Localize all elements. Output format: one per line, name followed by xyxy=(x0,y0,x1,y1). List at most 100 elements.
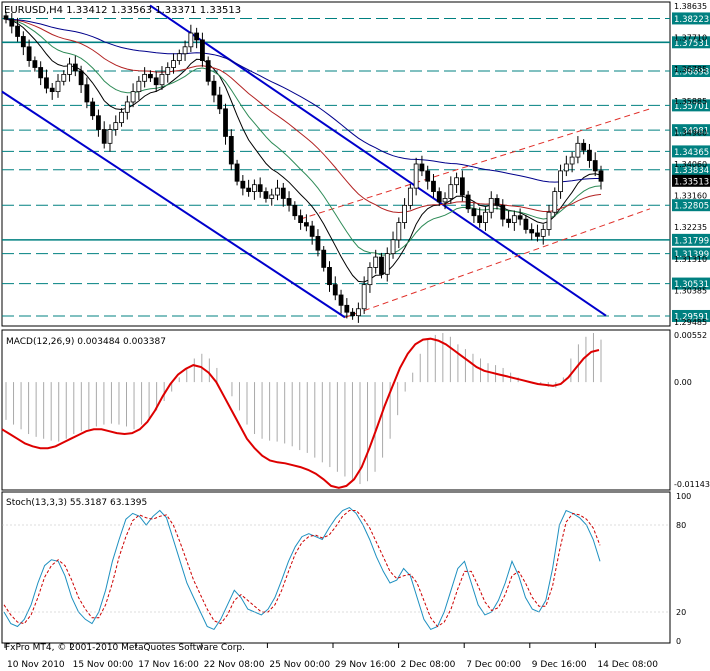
candle[interactable] xyxy=(136,76,142,100)
candle[interactable] xyxy=(246,179,252,197)
candle[interactable] xyxy=(587,144,592,168)
candle[interactable] xyxy=(535,224,540,242)
candle[interactable] xyxy=(182,40,188,61)
candle[interactable] xyxy=(234,159,240,186)
candle[interactable] xyxy=(200,32,205,67)
candle[interactable] xyxy=(44,69,49,94)
candle[interactable] xyxy=(494,194,500,210)
candle[interactable] xyxy=(332,276,338,301)
candle[interactable] xyxy=(298,209,304,230)
candle[interactable] xyxy=(148,70,153,82)
candle[interactable] xyxy=(159,66,165,90)
price-panel[interactable]: 1.38223 1.37531 1.36698 1.35701 1.34981 1.343… xyxy=(1,1,710,327)
candle[interactable] xyxy=(425,165,431,190)
stochastic-panel[interactable]: 100 80 20 0 xyxy=(1,491,691,646)
candle[interactable] xyxy=(384,247,390,282)
candle[interactable] xyxy=(257,177,263,198)
candle[interactable] xyxy=(477,207,483,228)
candle[interactable] xyxy=(217,86,223,115)
candle[interactable] xyxy=(263,187,269,203)
candle[interactable] xyxy=(38,61,44,86)
candle[interactable] xyxy=(569,151,575,173)
candle[interactable] xyxy=(280,182,286,207)
candle[interactable] xyxy=(251,179,257,200)
candle[interactable] xyxy=(442,192,448,210)
candle[interactable] xyxy=(240,175,246,196)
candle[interactable] xyxy=(286,191,292,212)
candle[interactable] xyxy=(309,220,315,245)
candle[interactable] xyxy=(373,249,379,274)
candle[interactable] xyxy=(171,53,176,74)
candle[interactable] xyxy=(15,17,20,42)
candle[interactable] xyxy=(575,136,581,164)
candle[interactable] xyxy=(465,190,471,213)
candle[interactable] xyxy=(72,55,78,77)
candle[interactable] xyxy=(303,214,309,232)
candle[interactable] xyxy=(483,207,488,231)
candle[interactable] xyxy=(471,202,477,223)
candle[interactable] xyxy=(292,201,298,220)
candle[interactable] xyxy=(367,262,373,293)
candle[interactable] xyxy=(396,217,402,249)
candle[interactable] xyxy=(431,173,436,198)
candle[interactable] xyxy=(390,231,396,259)
candle[interactable] xyxy=(350,308,356,320)
candle[interactable] xyxy=(459,170,465,202)
candle[interactable] xyxy=(327,261,332,292)
candle[interactable] xyxy=(153,71,159,92)
candle[interactable] xyxy=(32,56,38,72)
candle[interactable] xyxy=(315,229,321,257)
candle[interactable] xyxy=(540,224,546,245)
candle[interactable] xyxy=(563,155,569,177)
macd-panel[interactable]: 0.00552 0.00 -0.01143 xyxy=(1,329,710,491)
candle[interactable] xyxy=(552,187,558,217)
candle[interactable] xyxy=(84,77,90,109)
candle[interactable] xyxy=(506,210,511,228)
candle[interactable] xyxy=(379,252,384,279)
candle[interactable] xyxy=(61,70,67,86)
candle[interactable] xyxy=(26,39,32,67)
candle[interactable] xyxy=(96,109,101,137)
candle[interactable] xyxy=(176,49,182,65)
candle[interactable] xyxy=(592,152,598,177)
candle[interactable] xyxy=(436,187,442,207)
candle[interactable] xyxy=(78,65,84,93)
candle[interactable] xyxy=(165,62,171,83)
candle[interactable] xyxy=(194,27,200,49)
candle[interactable] xyxy=(500,199,506,227)
candle[interactable] xyxy=(124,95,130,120)
candle[interactable] xyxy=(9,13,15,34)
candle[interactable] xyxy=(205,56,211,86)
candle[interactable] xyxy=(529,223,535,241)
candle[interactable] xyxy=(581,139,587,155)
candle[interactable] xyxy=(90,97,96,120)
candle[interactable] xyxy=(3,11,9,24)
candle[interactable] xyxy=(20,31,26,56)
candle[interactable] xyxy=(361,276,367,314)
candle[interactable] xyxy=(402,198,407,229)
candle[interactable] xyxy=(275,179,280,201)
candle[interactable] xyxy=(546,205,552,236)
candle[interactable] xyxy=(558,164,563,199)
candle[interactable] xyxy=(413,157,419,196)
candle[interactable] xyxy=(338,289,344,314)
candle[interactable] xyxy=(55,74,61,98)
candle[interactable] xyxy=(321,246,327,272)
candle[interactable] xyxy=(228,129,234,171)
candle[interactable] xyxy=(113,115,119,136)
candle[interactable] xyxy=(523,215,529,234)
candle[interactable] xyxy=(517,208,523,226)
candle[interactable] xyxy=(454,172,459,193)
candle[interactable] xyxy=(407,183,413,210)
candle[interactable] xyxy=(598,165,604,190)
candle[interactable] xyxy=(419,155,425,177)
candle[interactable] xyxy=(67,57,72,82)
candle[interactable] xyxy=(142,67,148,88)
candle[interactable] xyxy=(107,124,113,152)
candle[interactable] xyxy=(344,298,350,319)
candle[interactable] xyxy=(223,103,228,145)
candle[interactable] xyxy=(269,188,275,206)
candle[interactable] xyxy=(511,210,517,231)
candle[interactable] xyxy=(211,75,217,103)
candle[interactable] xyxy=(49,83,55,100)
